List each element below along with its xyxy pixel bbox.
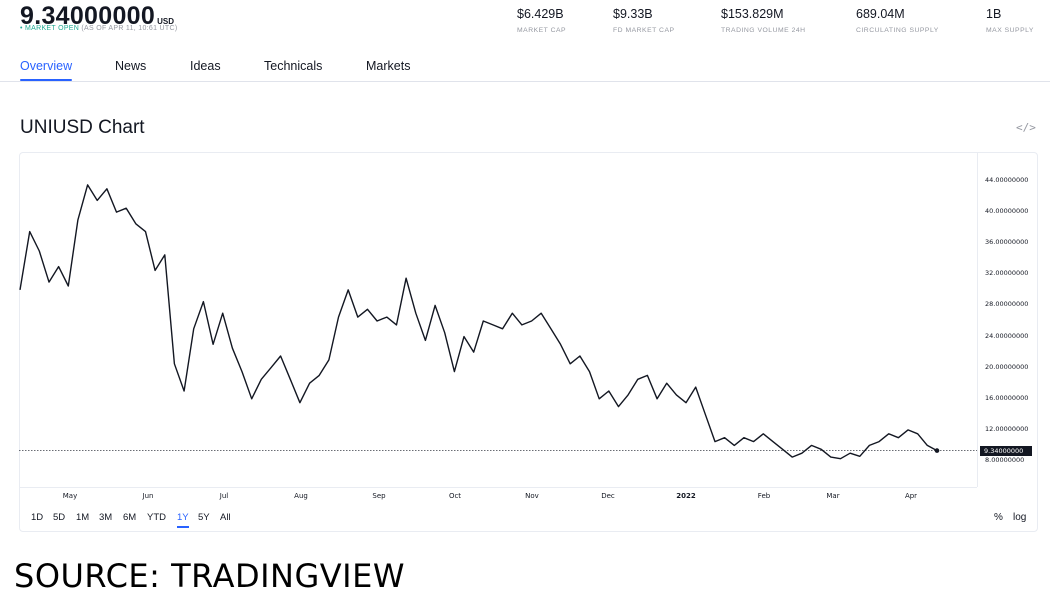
time-axis-tick: Apr	[904, 492, 918, 500]
range-button-all[interactable]: All	[220, 512, 231, 523]
range-button-5d[interactable]: 5D	[53, 512, 66, 523]
time-axis-tick: Jul	[219, 492, 229, 500]
stat-trading-volume: $153.829M TRADING VOLUME 24H	[721, 7, 806, 34]
source-caption: SOURCE: TRADINGVIEW	[14, 557, 405, 595]
tab-bar: Overview News Ideas Technicals Markets	[0, 50, 1050, 82]
price-axis-divider	[977, 153, 978, 487]
stat-circulating-supply: 689.04M CIRCULATING SUPPLY	[856, 7, 939, 34]
tab-markets[interactable]: Markets	[366, 59, 411, 73]
tab-technicals[interactable]: Technicals	[264, 59, 323, 73]
stats-bar: $6.429B MARKET CAP $9.33B FD MARKET CAP …	[0, 7, 1050, 37]
stat-market-cap: $6.429B MARKET CAP	[517, 7, 567, 34]
range-button-3m[interactable]: 3M	[99, 512, 113, 523]
time-axis-tick: Mar	[826, 492, 840, 500]
price-axis-tick: 12.00000000	[985, 424, 1029, 433]
market-open-indicator: • MARKET OPEN	[20, 25, 80, 32]
market-status: • MARKET OPEN (AS OF APR 11, 10:61 UTC)	[20, 25, 177, 32]
price-header: 9.34000000 USD	[20, 2, 174, 31]
price-axis-tick: 44.00000000	[985, 176, 1029, 184]
price-axis-tick: 16.00000000	[985, 393, 1029, 402]
chart-title: UNIUSD Chart	[20, 117, 145, 138]
range-button-1y[interactable]: 1Y	[177, 512, 189, 528]
price-line-chart[interactable]	[19, 153, 977, 487]
currency-label: USD	[157, 17, 174, 26]
current-price: 9.34000000	[20, 2, 156, 30]
tab-overview[interactable]: Overview	[20, 59, 73, 81]
price-axis-tick: 32.00000000	[985, 269, 1029, 278]
range-button-5y[interactable]: 5Y	[198, 512, 210, 523]
tab-news[interactable]: News	[115, 59, 147, 73]
time-axis-tick: Oct	[448, 492, 462, 500]
time-axis-tick: Nov	[525, 492, 539, 500]
tab-ideas[interactable]: Ideas	[190, 59, 221, 73]
range-button-6m[interactable]: 6M	[123, 512, 137, 523]
price-axis-tick: 28.00000000	[985, 300, 1029, 309]
price-series-line	[19, 184, 938, 460]
price-axis-tick: 36.00000000	[985, 238, 1029, 247]
time-axis-tick: Jun	[142, 492, 154, 500]
stat-fd-market-cap: $9.33B FD MARKET CAP	[613, 7, 675, 34]
time-axis-tick: May	[62, 492, 78, 500]
time-axis-tick: Sep	[372, 492, 386, 500]
last-price-dot	[934, 448, 940, 453]
price-axis-tick: 40.00000000	[985, 207, 1029, 216]
embed-code-icon[interactable]: </>	[1016, 121, 1036, 134]
range-button-ytd[interactable]: YTD	[147, 512, 166, 523]
price-axis-tick: 8.00000000	[985, 456, 1025, 464]
time-axis-tick: Feb	[757, 492, 771, 500]
log-scale-button[interactable]: log	[1013, 512, 1027, 523]
as-of-timestamp: (AS OF APR 11, 10:61 UTC)	[81, 25, 178, 32]
current-price-axis-label: 9.34000000	[980, 446, 1032, 456]
time-axis-tick: Dec	[601, 492, 615, 500]
time-axis-divider	[19, 487, 977, 488]
range-button-1m[interactable]: 1M	[76, 512, 90, 523]
time-axis-tick: 2022	[676, 492, 696, 500]
stat-max-supply: 1B MAX SUPPLY	[986, 7, 1034, 34]
percent-scale-button[interactable]: %	[994, 512, 1003, 523]
chart-container	[19, 152, 1038, 532]
range-button-1d[interactable]: 1D	[31, 512, 44, 523]
time-axis-tick: Aug	[294, 492, 308, 500]
price-axis-tick: 24.00000000	[985, 331, 1029, 340]
price-axis-tick: 20.00000000	[985, 362, 1029, 371]
